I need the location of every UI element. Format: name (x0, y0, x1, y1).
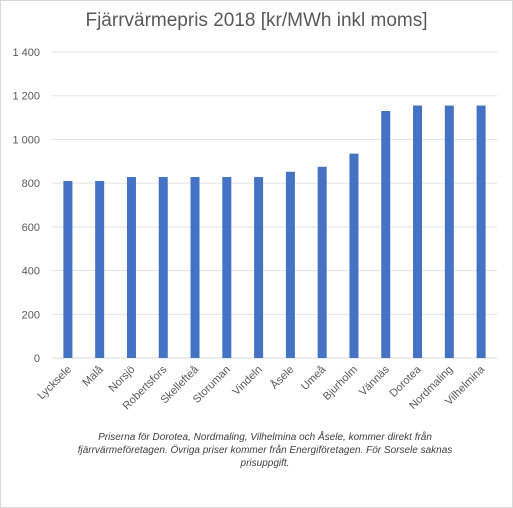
x-tick-label: Bjurholm (321, 364, 360, 403)
y-tick-label: 1 400 (12, 47, 40, 59)
y-tick-label: 800 (22, 178, 40, 190)
bar-7 (285, 171, 295, 358)
x-tick-label: Vindeln (230, 364, 264, 398)
y-tick-label: 1 200 (12, 91, 40, 103)
x-tick-label: Vännäs (357, 363, 392, 398)
bar-8 (317, 166, 327, 358)
y-tick-label: 0 (34, 353, 40, 365)
bar-1 (95, 180, 105, 358)
x-tick-label: Norsjö (107, 364, 138, 395)
bar-10 (381, 111, 391, 358)
y-tick-label: 200 (22, 309, 40, 321)
y-tick-label: 1 000 (12, 134, 40, 146)
y-tick-label: 400 (22, 266, 40, 278)
x-tick-label: Umeå (299, 363, 329, 393)
bar-11 (413, 105, 423, 358)
y-tick-label: 600 (22, 222, 40, 234)
bar-2 (126, 177, 136, 358)
bar-9 (349, 153, 359, 358)
x-tick-label: Malå (80, 363, 106, 389)
x-tick-label: Åsele (268, 363, 297, 392)
chart-footnote: Priserna för Dorotea, Nordmaling, Vilhel… (77, 432, 453, 469)
bar-0 (63, 180, 73, 358)
bar-5 (222, 177, 232, 358)
chart-title: Fjärrvärmepris 2018 [kr/MWh inkl moms] (85, 10, 428, 31)
bar-6 (254, 177, 264, 358)
bar-4 (190, 177, 200, 358)
bar-12 (444, 105, 454, 358)
x-tick-label: Lycksele (36, 364, 74, 402)
bar-3 (158, 177, 168, 358)
bar-13 (476, 105, 486, 358)
